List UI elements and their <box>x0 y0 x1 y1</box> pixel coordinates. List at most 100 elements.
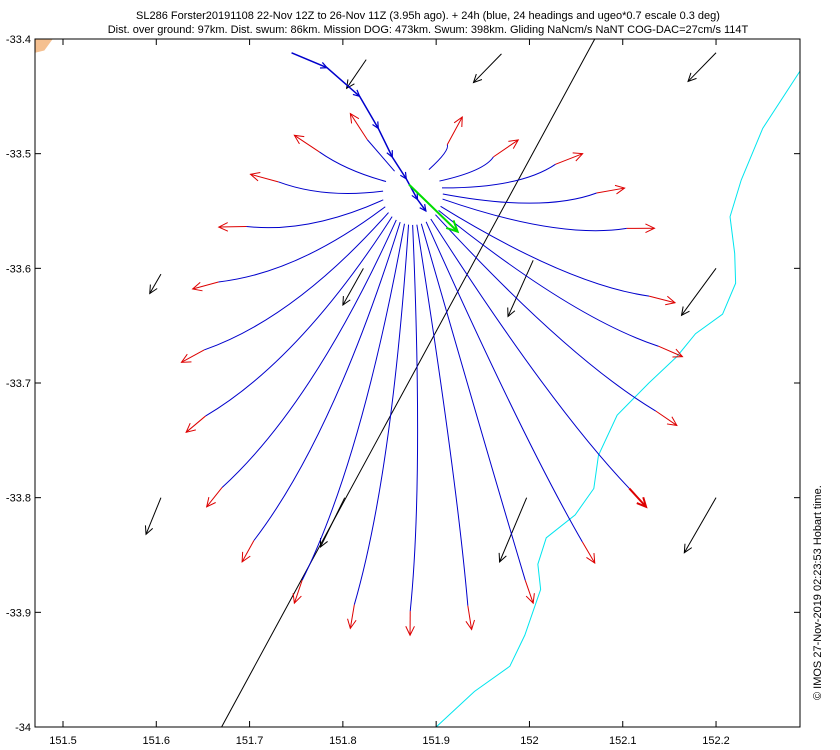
x-tick-label: 151.5 <box>49 735 77 747</box>
heading-trajectory <box>440 205 650 297</box>
heading-trajectory <box>416 224 469 606</box>
geo-current-arrow <box>681 268 717 316</box>
heading-trajectory <box>441 163 556 189</box>
track-arrowhead <box>419 204 427 213</box>
heading-layer <box>180 112 684 637</box>
geo-current-arrowhead <box>149 284 158 295</box>
heading-arrowhead <box>636 496 648 509</box>
track-arrowhead <box>372 121 380 130</box>
heading-arrow-shaft <box>467 605 473 630</box>
heading-arrowhead <box>191 282 203 292</box>
heading-trajectory <box>205 216 393 417</box>
heading-arrowhead <box>249 171 261 182</box>
track-arrowhead <box>386 150 393 159</box>
geo-current-arrowhead <box>144 525 154 536</box>
geo-current-arrow <box>499 497 528 563</box>
x-tick-label: 152 <box>520 735 538 747</box>
isobath-line <box>435 70 801 728</box>
heading-trajectory <box>430 218 630 489</box>
heading-trajectory <box>428 144 449 170</box>
heading-trajectory <box>420 223 526 581</box>
heading-arrowhead <box>525 593 535 605</box>
heading-arrow-shaft <box>524 580 534 604</box>
heading-trajectory <box>442 198 627 232</box>
heading-arrow-shaft <box>192 281 219 290</box>
track-layer <box>291 52 427 213</box>
track-arrowhead <box>352 89 361 98</box>
y-tick-label: -33.6 <box>6 263 31 275</box>
heading-arrowhead <box>349 112 360 124</box>
heading-arrow-shaft <box>181 349 205 363</box>
geo-current-arrowhead <box>680 306 690 317</box>
geo-current-arrowhead <box>498 552 507 563</box>
heading-arrow-shaft <box>185 415 206 433</box>
chart-title-line1: SL286 Forster20191108 22-Nov 12Z to 26-N… <box>136 10 720 22</box>
heading-arrowhead <box>405 626 415 637</box>
heading-arrow-shaft <box>250 173 279 183</box>
heading-arrowhead <box>645 223 656 234</box>
track-arrowhead <box>400 171 408 181</box>
y-tick-label: -33.5 <box>6 149 31 161</box>
heading-trajectory <box>353 224 410 605</box>
heading-arrow-shaft <box>555 153 583 165</box>
heading-trajectory <box>221 219 397 488</box>
dac-arrowhead <box>445 220 460 234</box>
heading-trajectory <box>367 139 395 172</box>
heading-arrowhead <box>508 139 520 149</box>
heading-arrow-shaft <box>581 541 596 564</box>
heading-arrow-shaft <box>596 187 625 194</box>
heading-arrow-shaft <box>293 580 303 604</box>
heading-trajectory <box>301 223 405 581</box>
heading-trajectory <box>253 221 401 541</box>
geo-current-arrowhead <box>507 307 516 318</box>
heading-trajectory <box>435 214 657 412</box>
x-tick-label: 151.7 <box>236 735 264 747</box>
heading-arrowhead <box>185 422 196 434</box>
track-arrowhead <box>319 62 329 69</box>
geo-current-arrowhead <box>345 79 355 90</box>
geo-current-arrow <box>683 497 717 553</box>
chart-title-line2: Dist. over ground: 97km. Dist. swum: 86k… <box>107 24 749 36</box>
heading-arrowhead <box>293 134 305 145</box>
geo-current-arrowhead <box>319 537 328 549</box>
heading-trajectory <box>409 224 419 612</box>
dac-layer <box>408 183 460 234</box>
heading-arrowhead <box>465 619 475 631</box>
track-arrowhead <box>411 192 419 201</box>
x-tick-label: 152.1 <box>609 735 637 747</box>
heading-arrow-shaft <box>349 604 355 629</box>
heading-arrow-shaft <box>655 410 678 426</box>
heading-arrow-shaft <box>446 116 463 145</box>
y-tick-label: -33.8 <box>6 493 31 505</box>
heading-arrowhead <box>205 496 216 508</box>
heading-arrow-shaft <box>493 139 519 158</box>
x-tick-label: 151.8 <box>329 735 357 747</box>
heading-arrow-shaft <box>648 295 676 304</box>
heading-arrowhead <box>453 115 463 127</box>
heading-arrow-shaft <box>241 540 255 563</box>
heading-arrow-shaft <box>206 487 223 508</box>
heading-trajectory <box>319 151 387 182</box>
geo-current-arrowhead <box>683 543 693 554</box>
heading-trajectory <box>278 181 384 194</box>
geo-current-arrow <box>342 268 364 306</box>
track-line <box>291 52 427 212</box>
heading-arrowhead <box>614 184 626 195</box>
y-tick-label: -34 <box>15 722 31 734</box>
reference-line <box>221 38 596 728</box>
land-layer <box>35 39 53 53</box>
x-tick-label: 152.2 <box>702 735 730 747</box>
heading-arrowhead <box>347 618 357 630</box>
heading-trajectory <box>203 212 389 351</box>
heading-arrowhead <box>665 295 677 306</box>
tick-layer: 151.5 151.6 151.7 151.8 151.9 152 152.1 152.2 -3… <box>6 34 800 747</box>
heading-arrow-shaft <box>294 134 320 153</box>
isobath-layer <box>435 70 801 728</box>
heading-arrowhead <box>586 553 596 565</box>
straight-line-layer <box>221 38 596 728</box>
heading-arrowhead <box>572 152 584 162</box>
land-patch <box>35 39 53 53</box>
heading-arrow-shaft <box>349 113 368 141</box>
geo-current-arrow <box>473 53 502 83</box>
heading-arrowhead <box>180 353 192 363</box>
